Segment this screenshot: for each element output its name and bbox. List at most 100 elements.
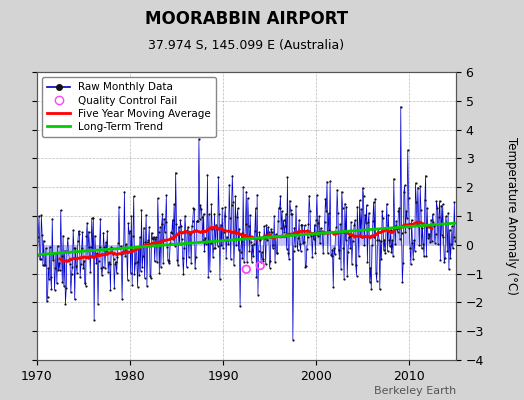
Point [202,240,210,247]
Point [211,245,220,251]
Point [77,261,85,267]
Point [215,211,223,217]
Point [222,255,230,261]
Point [360,242,368,248]
Point [188,223,196,230]
Point [240,259,248,265]
Point [276,205,284,211]
Point [71,296,79,303]
Point [278,208,286,215]
Text: MOORABBIN AIRPORT: MOORABBIN AIRPORT [145,10,348,28]
Point [91,232,99,239]
Point [60,248,69,254]
Point [111,260,119,267]
Point [387,226,395,233]
Point [189,205,198,211]
Point [187,260,195,266]
Point [99,230,107,236]
Point [204,274,212,280]
Point [280,228,289,235]
Point [242,188,250,195]
Point [408,240,417,246]
Point [60,282,68,289]
Point [386,243,394,250]
Point [358,234,366,240]
Point [426,239,434,246]
Point [296,241,304,247]
Point [166,239,174,246]
Point [142,212,150,218]
Point [95,244,104,250]
Point [438,232,446,238]
Point [339,245,347,251]
Point [256,262,265,269]
Point [329,284,337,290]
Point [139,224,148,231]
Point [89,214,97,221]
Point [69,227,78,234]
Point [176,217,184,224]
Point [75,230,83,237]
Point [415,241,423,248]
Point [207,201,215,207]
Point [198,214,206,220]
Point [255,247,263,254]
Point [254,292,262,298]
Point [123,277,132,283]
Point [99,264,107,270]
Point [137,207,146,214]
Point [71,245,80,252]
Text: Berkeley Earth: Berkeley Earth [374,386,456,396]
Point [377,256,386,262]
Point [73,270,81,276]
Point [411,180,420,186]
Point [210,210,219,217]
Point [375,236,383,243]
Point [145,224,154,230]
Point [417,207,425,213]
Point [193,218,202,224]
Point [354,227,362,233]
Point [424,230,433,237]
Point [117,251,125,258]
Point [310,236,318,243]
Point [321,196,330,202]
Point [287,211,296,217]
Point [405,195,413,201]
Point [410,248,419,254]
Point [216,276,224,282]
Point [81,280,89,286]
Point [144,237,152,243]
Point [248,242,257,248]
Point [373,277,381,284]
Point [307,233,315,239]
Point [216,222,225,228]
Point [217,242,226,248]
Point [370,234,378,240]
Point [169,236,178,243]
Point [265,264,274,271]
Point [174,262,182,268]
Point [331,251,339,257]
Point [344,249,352,255]
Point [412,199,420,206]
Point [246,212,254,219]
Point [43,293,52,300]
Point [181,212,189,219]
Point [264,224,272,230]
Point [366,279,374,285]
Point [394,208,402,214]
Point [58,278,67,285]
Point [372,270,380,276]
Point [450,233,458,240]
Point [445,266,453,272]
Point [367,286,376,292]
Point [131,260,139,267]
Point [51,265,60,272]
Point [439,234,447,240]
Point [63,248,71,254]
Point [129,193,138,200]
Point [196,202,205,208]
Point [449,245,457,252]
Point [161,218,170,225]
